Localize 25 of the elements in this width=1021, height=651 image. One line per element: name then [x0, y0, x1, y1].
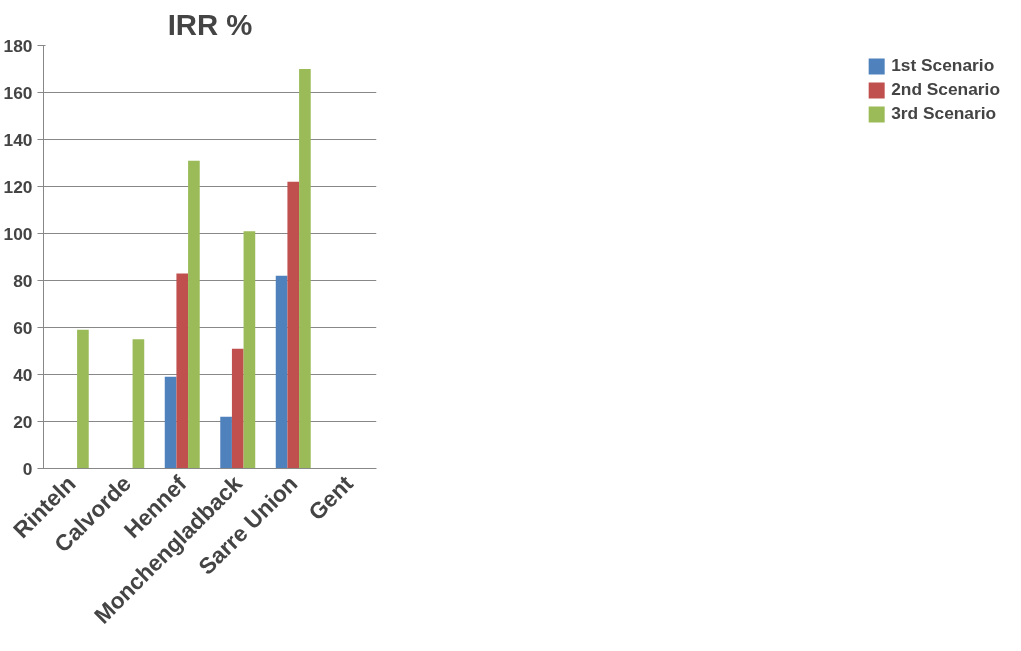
y-tick-label: 180 [3, 35, 33, 56]
y-tick-label: 40 [13, 364, 33, 385]
legend-label: 3rd Scenario [891, 103, 997, 124]
bar [275, 275, 288, 469]
bar [299, 69, 311, 469]
bar [243, 231, 256, 469]
bar [164, 376, 177, 469]
bar [188, 160, 200, 469]
bar [176, 273, 189, 469]
bar [220, 416, 232, 469]
legend-label: 1st Scenario [891, 55, 995, 76]
bar [287, 181, 300, 469]
y-tick-label: 120 [3, 176, 33, 197]
chart-title: IRR % [167, 7, 253, 41]
y-tick-label: 20 [13, 411, 33, 432]
y-tick-label: 100 [3, 223, 33, 244]
y-tick-label: 60 [13, 317, 33, 338]
y-tick-label: 80 [13, 270, 33, 291]
bar [231, 348, 244, 469]
y-tick-label: 0 [22, 458, 33, 479]
y-tick-label: 160 [3, 82, 33, 103]
legend-label: 2nd Scenario [891, 79, 1000, 100]
y-tick-label: 140 [3, 129, 33, 150]
bar [77, 329, 89, 469]
bar [132, 339, 145, 469]
